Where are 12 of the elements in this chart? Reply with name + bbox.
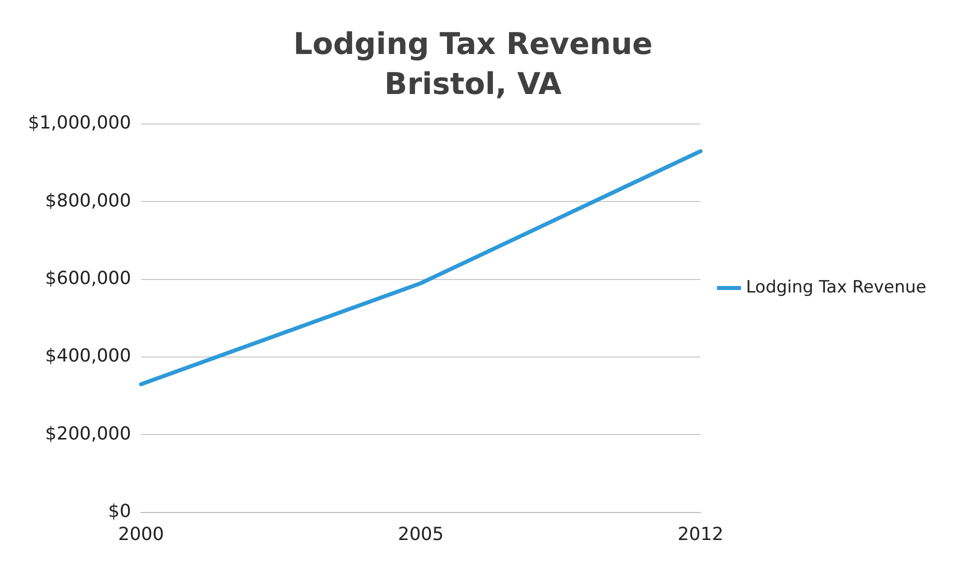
y-tick-label: $200,000 [45,423,132,444]
y-tick-label: $400,000 [45,346,132,367]
y-tick-label: $1,000,000 [28,112,132,134]
y-tick-label: $800,000 [45,190,132,212]
y-tick-label: $0 [108,501,132,522]
legend-label: Lodging Tax Revenue [746,277,926,298]
x-tick-label: 2012 [678,524,724,545]
x-tick-label: 2005 [398,524,444,545]
chart-subtitle: Bristol, VA [384,66,562,102]
chart-title: Lodging Tax Revenue [293,26,653,62]
x-tick-label: 2000 [118,524,164,545]
y-tick-label: $600,000 [45,268,132,290]
